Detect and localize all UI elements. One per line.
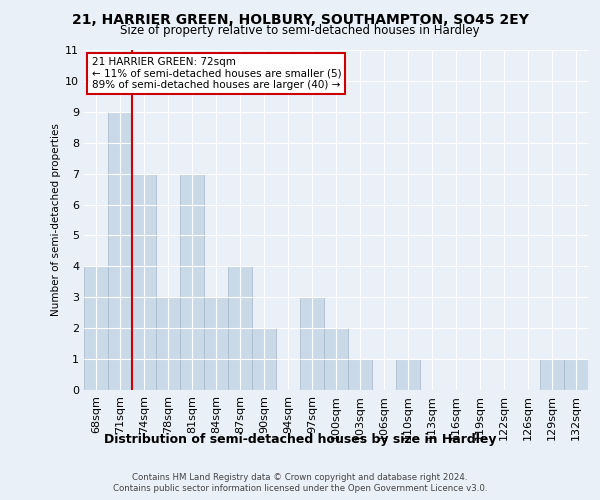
Bar [108,112,132,390]
Bar [564,359,588,390]
Bar [132,174,156,390]
Bar [204,298,228,390]
Bar [324,328,348,390]
Bar [156,298,180,390]
Y-axis label: Number of semi-detached properties: Number of semi-detached properties [51,124,61,316]
Text: 21 HARRIER GREEN: 72sqm
← 11% of semi-detached houses are smaller (5)
89% of sem: 21 HARRIER GREEN: 72sqm ← 11% of semi-de… [92,57,341,90]
Text: Contains public sector information licensed under the Open Government Licence v3: Contains public sector information licen… [113,484,487,493]
Text: 21, HARRIER GREEN, HOLBURY, SOUTHAMPTON, SO45 2EY: 21, HARRIER GREEN, HOLBURY, SOUTHAMPTON,… [71,12,529,26]
Bar [540,359,564,390]
Bar [300,298,324,390]
Bar [180,174,204,390]
Bar [228,266,252,390]
Text: Distribution of semi-detached houses by size in Hardley: Distribution of semi-detached houses by … [104,432,496,446]
Bar [348,359,372,390]
Text: Size of property relative to semi-detached houses in Hardley: Size of property relative to semi-detach… [120,24,480,37]
Bar [396,359,420,390]
Bar [252,328,276,390]
Text: Contains HM Land Registry data © Crown copyright and database right 2024.: Contains HM Land Registry data © Crown c… [132,472,468,482]
Bar [84,266,108,390]
